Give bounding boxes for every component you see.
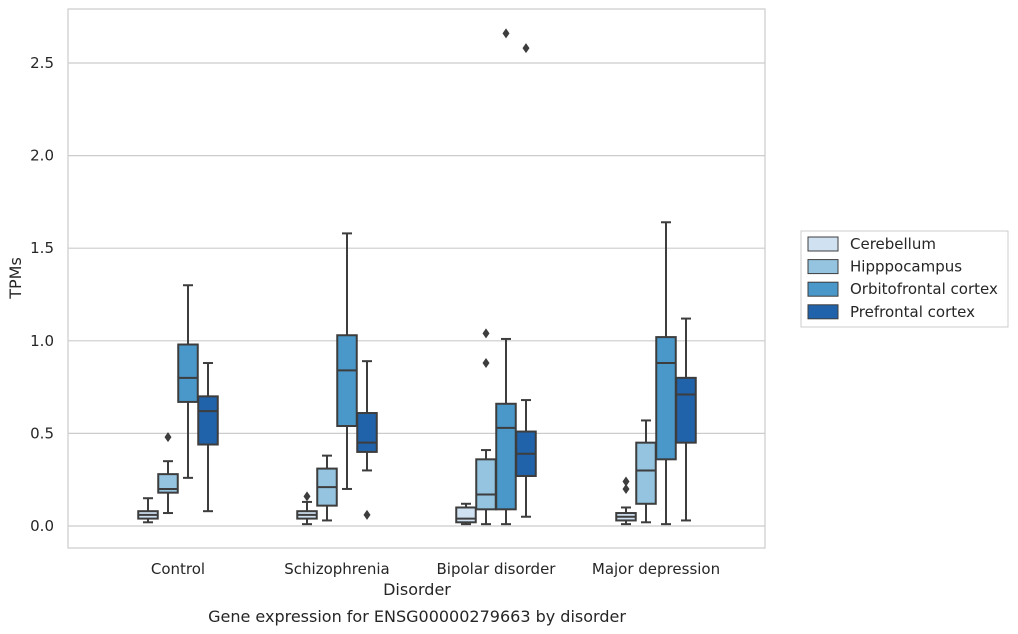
box-group xyxy=(137,497,159,524)
x-tick-label: Control xyxy=(151,560,205,578)
chart-caption: Gene expression for ENSG00000279663 by d… xyxy=(208,607,626,626)
legend: Cerebellum Hipppocampus Orbitofrontal cort… xyxy=(800,230,1009,328)
box xyxy=(177,343,199,403)
box-group xyxy=(655,221,677,526)
box xyxy=(356,412,378,453)
box-group xyxy=(455,502,477,526)
y-tick-label: 1.5 xyxy=(30,239,54,257)
box xyxy=(635,441,657,505)
outlier-point xyxy=(622,476,630,487)
box-group xyxy=(356,360,378,520)
legend-label: Orbitofrontal cortex xyxy=(850,280,998,298)
outlier-point xyxy=(363,509,371,520)
box-group xyxy=(157,432,179,515)
x-axis-title: Disorder xyxy=(383,580,451,599)
y-axis-title: TPMs xyxy=(6,257,25,300)
y-tick-label: 2.0 xyxy=(30,147,54,165)
x-tick-label: Schizophrenia xyxy=(284,560,389,578)
box-group xyxy=(197,362,219,513)
outlier-point xyxy=(303,491,311,502)
box xyxy=(675,376,697,444)
box xyxy=(336,334,358,427)
y-tick-label: 0.0 xyxy=(30,517,54,535)
box-group xyxy=(635,419,657,524)
outlier-point xyxy=(522,43,530,54)
box xyxy=(495,402,517,511)
legend-swatch xyxy=(807,236,839,252)
box xyxy=(475,458,497,511)
outlier-point xyxy=(482,358,490,369)
y-tick-label: 0.5 xyxy=(30,424,54,442)
box-group xyxy=(515,43,537,518)
box-group xyxy=(336,232,358,490)
outlier-point xyxy=(482,328,490,339)
box-group xyxy=(177,284,199,479)
y-tick-label: 2.5 xyxy=(30,54,54,72)
legend-swatch xyxy=(807,281,839,297)
y-tick-label: 1.0 xyxy=(30,332,54,350)
legend-label: Prefrontal cortex xyxy=(850,303,975,321)
legend-label: Cerebellum xyxy=(850,235,936,253)
box-group xyxy=(615,476,637,526)
plot-area xyxy=(67,8,766,549)
box xyxy=(455,506,477,524)
outlier-point xyxy=(502,28,510,39)
outlier-point xyxy=(622,483,630,494)
box-group xyxy=(675,317,697,522)
x-axis-ticks: Control Schizophrenia Bipolar disorder Majo… xyxy=(151,560,720,578)
x-tick-label: Bipolar disorder xyxy=(437,560,557,578)
box-group xyxy=(316,454,338,522)
box xyxy=(655,336,677,461)
x-tick-label: Major depression xyxy=(592,560,720,578)
legend-swatch xyxy=(807,304,839,320)
box-group xyxy=(475,328,497,526)
box-group xyxy=(296,491,318,526)
legend-label: Hipppocampus xyxy=(850,258,962,276)
gridlines xyxy=(68,62,765,527)
legend-swatch xyxy=(807,259,839,275)
box xyxy=(197,395,219,446)
y-axis-ticks: 0.0 0.5 1.0 1.5 2.0 2.5 xyxy=(30,54,54,535)
boxes xyxy=(137,28,697,526)
outlier-point xyxy=(164,432,172,443)
